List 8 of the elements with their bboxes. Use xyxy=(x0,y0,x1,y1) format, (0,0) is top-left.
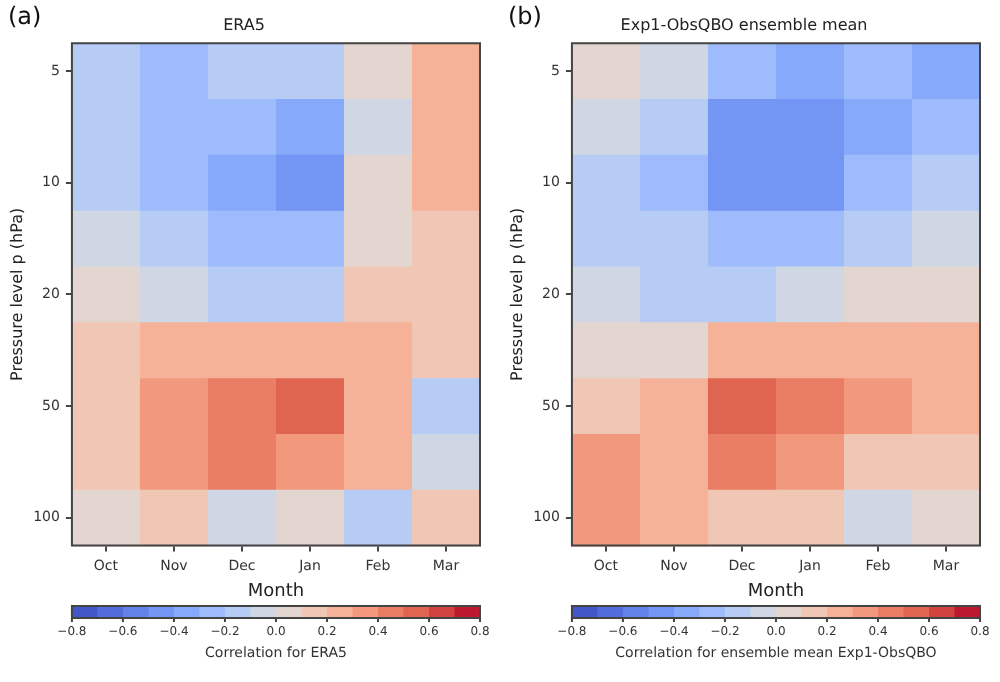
y-axis-title: Pressure level p (hPa) xyxy=(7,207,26,381)
x-axis-title: Month xyxy=(247,581,305,602)
text: (b) xyxy=(508,2,542,31)
chart-title: Exp1-ObsQBO ensemble mean xyxy=(620,15,868,34)
chart-title: ERA5 xyxy=(223,15,265,34)
x-axis-title: Month xyxy=(747,581,805,602)
text: (a) xyxy=(8,2,42,31)
y-axis-title: Pressure level p (hPa) xyxy=(507,207,526,381)
